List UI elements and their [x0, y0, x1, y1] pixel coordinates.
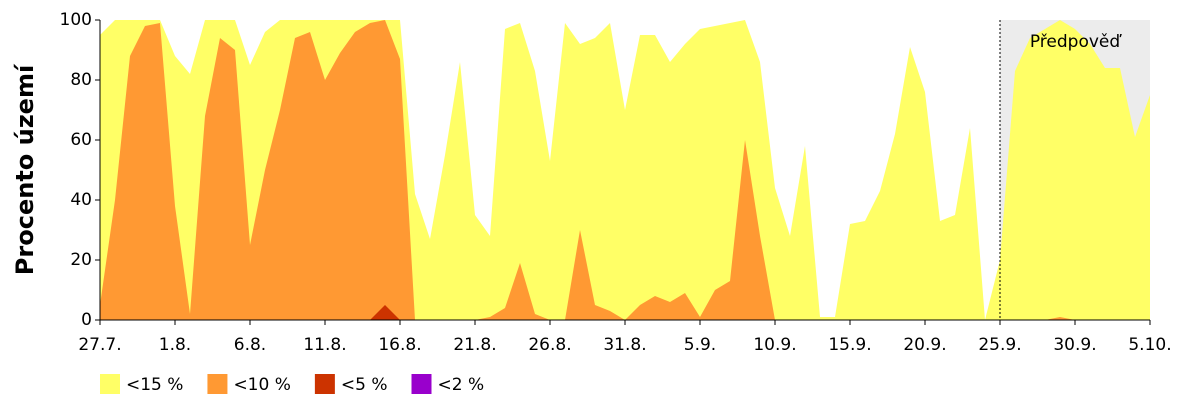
legend-swatch: [314, 374, 335, 394]
forecast-label: Předpověď: [1030, 32, 1123, 52]
x-tick-label: 10.9.: [753, 335, 796, 355]
y-tick-label: 0: [81, 310, 92, 330]
area: [100, 20, 1150, 320]
y-tick-label: 80: [70, 70, 92, 90]
y-axis-label: Procento území: [11, 63, 39, 275]
x-tick-label: 5.10.: [1128, 335, 1171, 355]
x-tick-label: 15.9.: [828, 335, 871, 355]
x-tick-label: 27.7.: [78, 335, 121, 355]
x-tick-label: 6.8.: [234, 335, 266, 355]
x-tick-label: 1.8.: [159, 335, 191, 355]
x-tick-label: 5.9.: [684, 335, 716, 355]
legend-label: <15 %: [126, 375, 183, 395]
legend-label: <2 %: [438, 375, 485, 395]
x-tick-label: 16.8.: [378, 335, 421, 355]
y-tick-label: 60: [70, 130, 92, 150]
legend-swatch: [207, 374, 228, 394]
legend-swatch: [411, 374, 432, 394]
y-tick-label: 40: [70, 190, 92, 210]
x-tick-label: 11.8.: [303, 335, 346, 355]
legend-label: <5 %: [341, 375, 388, 395]
x-tick-label: 26.8.: [528, 335, 571, 355]
x-tick-label: 31.8.: [603, 335, 646, 355]
legend-swatch: [100, 374, 120, 394]
y-tick-label: 100: [60, 10, 92, 30]
x-tick-label: 21.8.: [453, 335, 496, 355]
x-tick-label: 20.9.: [903, 335, 946, 355]
y-tick-label: 20: [70, 250, 92, 270]
x-tick-label: 30.9.: [1053, 335, 1096, 355]
x-tick-label: 25.9.: [978, 335, 1021, 355]
legend-label: <10 %: [233, 375, 290, 395]
